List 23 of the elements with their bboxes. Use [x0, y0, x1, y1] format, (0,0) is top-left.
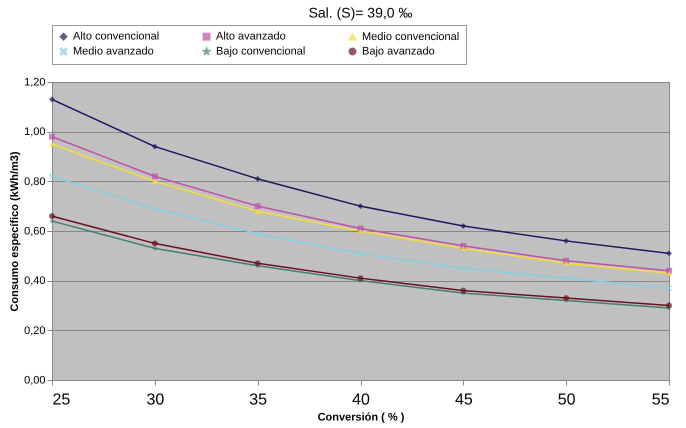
y-tick-label: 0,40 [24, 275, 46, 288]
legend-label: Medio convencional [362, 30, 460, 43]
x-tick-label: 45 [454, 392, 473, 408]
y-tick-label: 0,60 [24, 226, 46, 238]
y-tick-label: 0,20 [24, 324, 46, 337]
x-tick-label: 35 [249, 392, 268, 408]
chart-title: Sal. (S)= 39,0 ‰ [308, 4, 412, 20]
x-axis-title: Conversión ( % ) [318, 412, 405, 424]
legend-label: Bajo avanzado [362, 46, 435, 58]
legend-label: Bajo convencional [216, 46, 306, 58]
legend-label: Medio avanzado [73, 46, 154, 58]
y-tick-label: 0,80 [24, 176, 46, 188]
y-tick-label: 0,00 [24, 374, 46, 386]
y-tick-label: 1,20 [24, 76, 46, 88]
x-tick-label: 40 [352, 392, 370, 408]
legend-label: Alto avanzado [216, 30, 286, 43]
legend-label: Alto convencional [73, 30, 160, 43]
y-axis-title: Consumo específico (kWh/m3) [9, 151, 22, 312]
x-tick-label: 30 [146, 392, 164, 408]
y-tick-label: 1,00 [24, 126, 46, 138]
x-tick-label: 25 [52, 392, 70, 408]
x-tick-label: 55 [652, 392, 670, 408]
x-tick-label: 50 [558, 392, 576, 408]
